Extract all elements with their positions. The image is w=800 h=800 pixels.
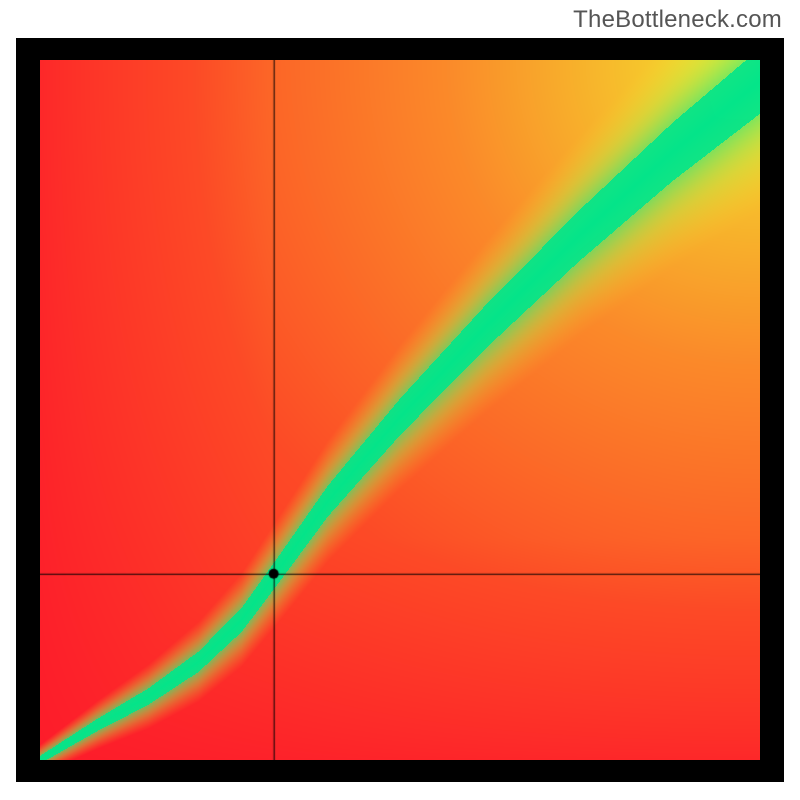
crosshair-overlay [40,60,760,760]
stage: TheBottleneck.com [0,0,800,800]
watermark-text: TheBottleneck.com [573,6,782,34]
plot-frame [16,38,784,782]
